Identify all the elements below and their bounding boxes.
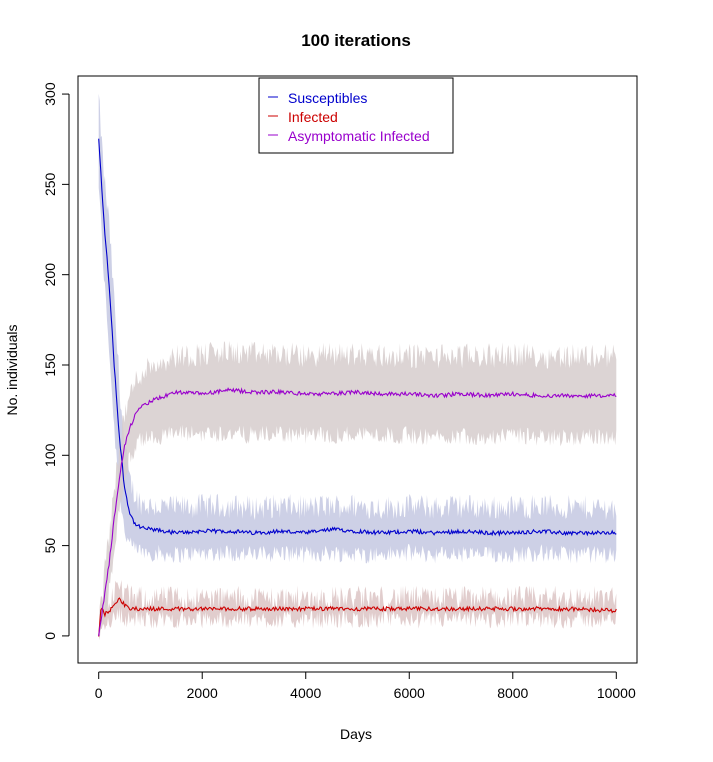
series-line-susceptibles bbox=[98, 138, 617, 537]
series-line-asymptomatic-infected bbox=[98, 387, 617, 637]
y-tick-label: 150 bbox=[42, 353, 58, 377]
y-tick-label: 0 bbox=[42, 632, 58, 640]
band-infected bbox=[98, 579, 617, 633]
x-tick-label: 10000 bbox=[597, 685, 636, 701]
series-line-infected bbox=[98, 597, 617, 637]
y-tick-label: 300 bbox=[42, 82, 58, 106]
x-tick-label: 6000 bbox=[394, 685, 425, 701]
legend: Susceptibles Infected Asymptomatic Infec… bbox=[258, 77, 454, 154]
legend-label-infected: Infected bbox=[288, 109, 338, 125]
y-tick-label: 100 bbox=[42, 443, 58, 467]
y-axis-label: No. individuals bbox=[4, 324, 20, 415]
x-tick-label: 4000 bbox=[290, 685, 321, 701]
x-tick-label: 2000 bbox=[187, 685, 218, 701]
confidence-bands bbox=[98, 93, 617, 641]
band-susceptibles bbox=[98, 93, 617, 564]
x-axis: 0 2000 4000 6000 8000 10000 bbox=[95, 671, 636, 701]
x-axis-label: Days bbox=[340, 726, 372, 742]
series-lines bbox=[98, 138, 617, 637]
plot-frame bbox=[77, 75, 638, 664]
legend-label-susceptibles: Susceptibles bbox=[288, 90, 367, 106]
y-tick-label: 250 bbox=[42, 172, 58, 196]
legend-label-asymptomatic: Asymptomatic Infected bbox=[288, 128, 430, 144]
y-tick-label: 200 bbox=[42, 263, 58, 287]
band-asymptomatic-infected bbox=[98, 340, 617, 641]
y-axis: 0 50 100 150 200 250 300 bbox=[42, 82, 70, 640]
chart-title: 100 iterations bbox=[301, 31, 411, 50]
y-tick-label: 50 bbox=[42, 538, 58, 554]
x-tick-label: 0 bbox=[95, 685, 103, 701]
legend-box bbox=[258, 77, 454, 154]
x-tick-label: 8000 bbox=[497, 685, 528, 701]
